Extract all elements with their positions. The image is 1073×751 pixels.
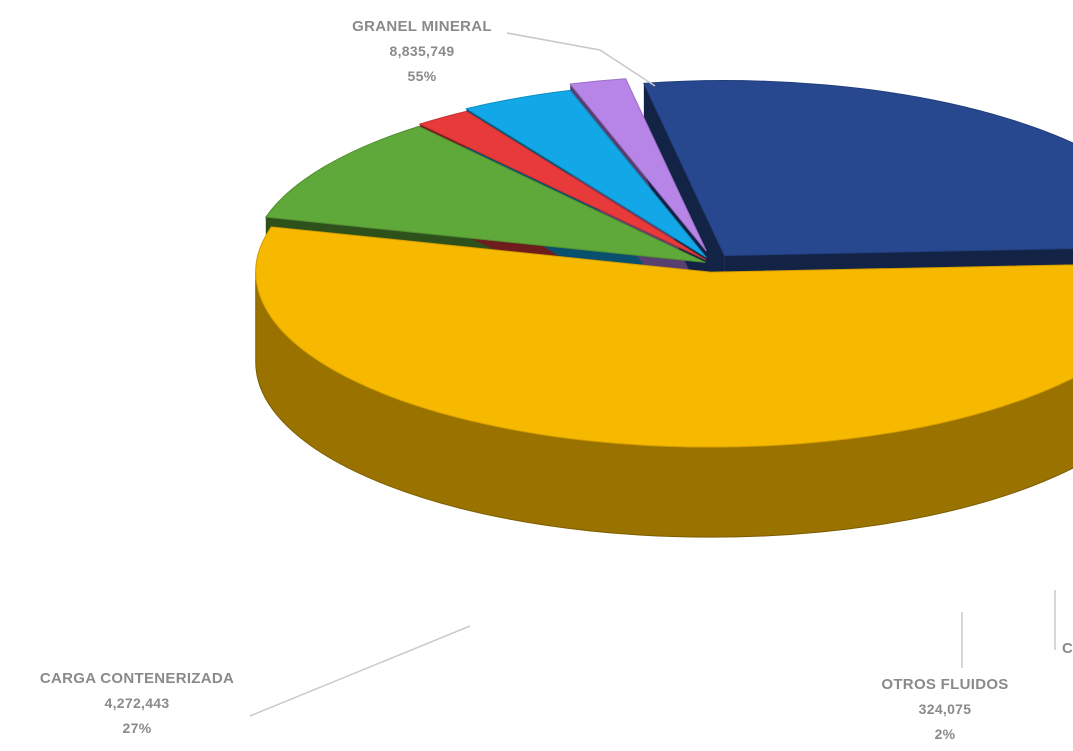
- label-leader-line: [249, 625, 471, 717]
- slice-percent: 27%: [122, 720, 152, 736]
- pie-slice-granel-mineral: [255, 226, 1073, 448]
- pie-slice-carga-contenerizada: [643, 80, 1073, 257]
- label-otros-fluidos: OTROS FLUIDOS 324,075 2%: [855, 672, 1035, 747]
- slice-name-fragment: C: [1062, 640, 1073, 657]
- pie-slice-otros-fluidos: [569, 78, 707, 252]
- slice-value: 4,272,443: [104, 695, 170, 711]
- pie-slice-unlabeled-1: [264, 125, 706, 263]
- slice-percent: 2%: [934, 726, 956, 742]
- pie-slice-unlabeled-3: [465, 89, 707, 258]
- pie-slice-unlabeled-2: [418, 110, 707, 261]
- label-clipped-fragment: C: [1062, 636, 1073, 661]
- slice-value: 324,075: [918, 701, 972, 717]
- pie-top-layer: [255, 78, 1073, 448]
- label-granel-mineral: GRANEL MINERAL 8,835,749 55%: [322, 14, 522, 89]
- slice-value: 8,835,749: [389, 43, 455, 59]
- slice-name: OTROS FLUIDOS: [881, 676, 1009, 693]
- label-leader-line: [506, 32, 656, 87]
- slice-percent: 55%: [407, 68, 437, 84]
- slice-name: CARGA CONTENERIZADA: [39, 670, 235, 687]
- label-carga-contenerizada: CARGA CONTENERIZADA 4,272,443 27%: [2, 666, 272, 741]
- slice-name: GRANEL MINERAL: [352, 18, 492, 35]
